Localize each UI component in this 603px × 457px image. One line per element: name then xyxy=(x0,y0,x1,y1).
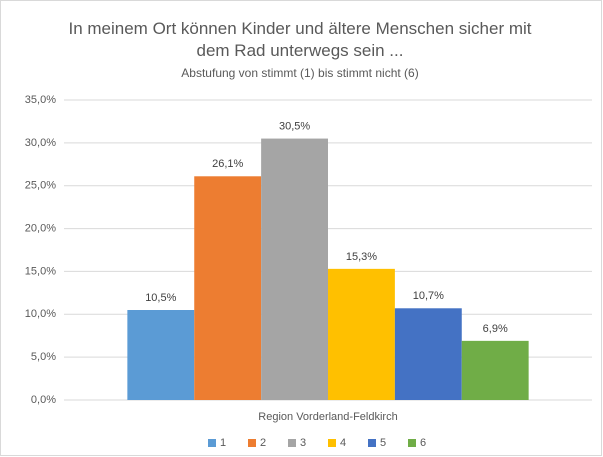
value-label: 30,5% xyxy=(279,120,310,132)
legend-swatch xyxy=(408,439,416,447)
bar xyxy=(194,176,262,400)
legend-label: 6 xyxy=(420,437,426,449)
value-label: 26,1% xyxy=(212,158,243,170)
legend-label: 3 xyxy=(300,437,306,449)
y-tick-label: 35,0% xyxy=(25,94,56,106)
value-label: 6,9% xyxy=(483,323,508,335)
bar xyxy=(328,268,395,400)
legend-swatch xyxy=(248,439,256,447)
legend-swatch xyxy=(328,439,336,447)
value-label: 15,3% xyxy=(346,251,377,263)
bar xyxy=(461,340,529,400)
y-tick-label: 0,0% xyxy=(31,394,56,406)
chart-subtitle: Abstufung von stimmt (1) bis stimmt nich… xyxy=(181,66,419,80)
y-tick-label: 10,0% xyxy=(25,308,56,320)
y-tick-label: 25,0% xyxy=(25,180,56,192)
value-label: 10,5% xyxy=(145,292,176,304)
legend-swatch xyxy=(288,439,296,447)
legend-label: 4 xyxy=(340,437,346,449)
y-tick-label: 5,0% xyxy=(31,351,56,363)
bar xyxy=(394,308,462,400)
bar xyxy=(261,138,328,401)
y-tick-label: 20,0% xyxy=(25,222,56,234)
y-tick-label: 30,0% xyxy=(25,137,56,149)
legend-swatch xyxy=(208,439,216,447)
legend-label: 1 xyxy=(220,437,226,449)
y-tick-label: 15,0% xyxy=(25,265,56,277)
legend-swatch xyxy=(368,439,376,447)
bar xyxy=(127,310,195,400)
chart-title: In meinem Ort können Kinder und ältere M… xyxy=(68,19,532,60)
legend-label: 2 xyxy=(260,437,266,449)
legend-label: 5 xyxy=(380,437,386,449)
value-label: 10,7% xyxy=(413,290,444,302)
x-tick-label: Region Vorderland-Feldkirch xyxy=(258,411,397,423)
